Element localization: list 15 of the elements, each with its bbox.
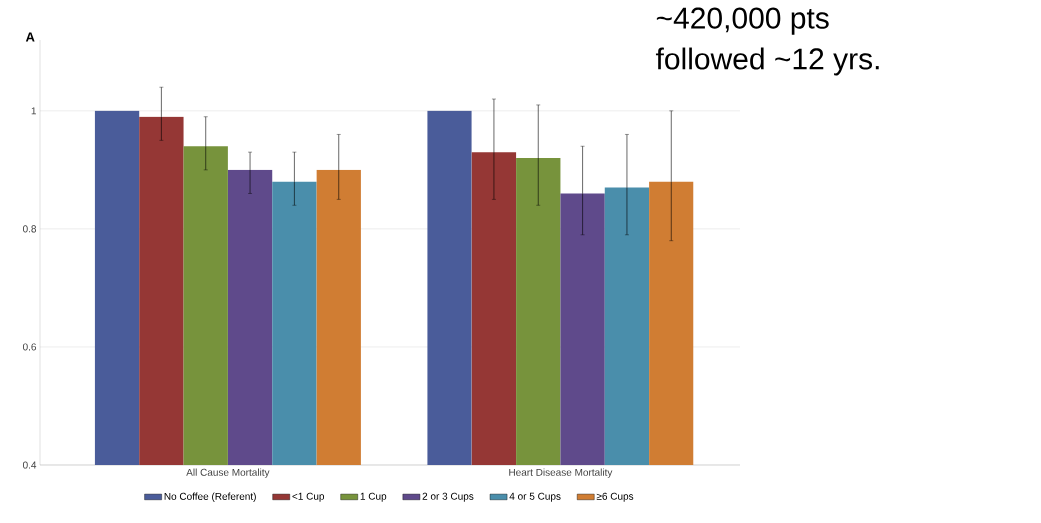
legend-label: 2 or 3 Cups	[422, 492, 474, 502]
y-tick-label: 0.6	[22, 343, 37, 351]
legend-label: 4 or 5 Cups	[509, 492, 561, 502]
x-tick-label: Heart Disease Mortality	[509, 468, 613, 478]
legend-label: 1 Cup	[360, 492, 387, 502]
y-tick-label: 0.8	[22, 225, 37, 233]
legend-label: ≥6 Cups	[596, 492, 634, 502]
y-tick-label: 1	[31, 107, 36, 115]
legend-label: No Coffee (Referent)	[164, 492, 256, 502]
text: A	[25, 32, 35, 42]
legend-label: <1 Cup	[292, 492, 325, 502]
x-tick-label: All Cause Mortality	[186, 468, 270, 478]
text: ~420,000 pts	[656, 7, 829, 35]
y-tick-label: 0.4	[22, 461, 37, 469]
annotation: followed ~12 yrs.	[655, 47, 879, 76]
